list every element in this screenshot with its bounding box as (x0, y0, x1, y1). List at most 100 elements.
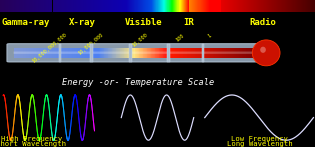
Bar (113, 48, 114, 58)
Bar (164, 48, 165, 58)
Bar (43, 48, 44, 58)
Bar (129, 0, 130, 12)
Bar (100, 48, 101, 58)
Bar (233, 48, 234, 58)
Bar (155, 48, 156, 58)
Bar (37, 48, 38, 58)
Bar (139, 48, 140, 58)
Bar (18, 48, 19, 58)
Bar (47, 48, 48, 58)
Bar (83, 48, 84, 58)
Bar (19, 0, 20, 12)
Bar (253, 0, 254, 12)
Bar (129, 44, 132, 62)
Bar (157, 48, 158, 58)
Bar (29, 48, 30, 58)
Bar (148, 0, 149, 12)
Bar (205, 48, 206, 58)
Bar (70, 48, 71, 58)
Bar (128, 0, 129, 12)
Bar (32, 48, 34, 58)
Bar (117, 48, 118, 58)
Text: 10,000,000,000: 10,000,000,000 (32, 32, 68, 64)
Bar (143, 0, 144, 12)
Bar (171, 0, 172, 12)
Bar (31, 0, 32, 12)
Bar (307, 0, 308, 12)
Bar (207, 48, 208, 58)
Bar (203, 48, 204, 58)
Bar (9, 0, 10, 12)
Bar (212, 48, 213, 58)
Bar (215, 48, 216, 58)
Bar (222, 48, 223, 58)
Bar (189, 48, 190, 58)
Bar (269, 0, 270, 12)
Bar (175, 48, 176, 58)
Bar (249, 0, 250, 12)
Bar (119, 48, 121, 58)
Bar (29, 0, 30, 12)
Bar (285, 0, 286, 12)
Bar (222, 0, 223, 12)
Bar (299, 0, 300, 12)
Bar (89, 0, 90, 12)
Bar (112, 0, 113, 12)
Bar (231, 48, 232, 58)
Text: Radio: Radio (249, 17, 277, 26)
Bar (211, 0, 212, 12)
Bar (39, 48, 40, 58)
Bar (6, 0, 7, 12)
Bar (96, 48, 98, 58)
Bar (48, 0, 49, 12)
Bar (154, 48, 155, 58)
Bar (249, 48, 250, 58)
Bar (63, 48, 64, 58)
Bar (183, 48, 185, 58)
Bar (21, 0, 22, 12)
Bar (195, 48, 196, 58)
Bar (15, 0, 16, 12)
Bar (71, 0, 72, 12)
Bar (227, 0, 228, 12)
Bar (59, 44, 61, 62)
Bar (78, 48, 79, 58)
Bar (305, 0, 306, 12)
Bar (247, 48, 248, 58)
Bar (238, 48, 239, 58)
Bar (211, 48, 212, 58)
Bar (288, 0, 289, 12)
Bar (112, 48, 113, 58)
Bar (83, 0, 84, 12)
Bar (260, 0, 261, 12)
Bar (54, 0, 55, 12)
Bar (68, 48, 70, 58)
Bar (59, 48, 60, 58)
Bar (239, 48, 240, 58)
Bar (262, 0, 263, 12)
Bar (22, 48, 23, 58)
Bar (87, 0, 88, 12)
Bar (44, 48, 45, 58)
Bar (8, 0, 9, 12)
Bar (41, 48, 42, 58)
Bar (300, 0, 301, 12)
Bar (196, 48, 197, 58)
Bar (60, 0, 61, 12)
Bar (17, 48, 19, 58)
Bar (102, 48, 103, 58)
Bar (314, 0, 315, 12)
Bar (202, 44, 204, 62)
Bar (157, 0, 158, 12)
Bar (191, 48, 192, 58)
Bar (301, 0, 302, 12)
Bar (54, 48, 55, 58)
Bar (4, 0, 5, 12)
Bar (195, 48, 197, 58)
Bar (295, 0, 296, 12)
Bar (131, 0, 132, 12)
Bar (219, 48, 220, 58)
Bar (77, 0, 78, 12)
Bar (258, 0, 259, 12)
Bar (313, 0, 314, 12)
